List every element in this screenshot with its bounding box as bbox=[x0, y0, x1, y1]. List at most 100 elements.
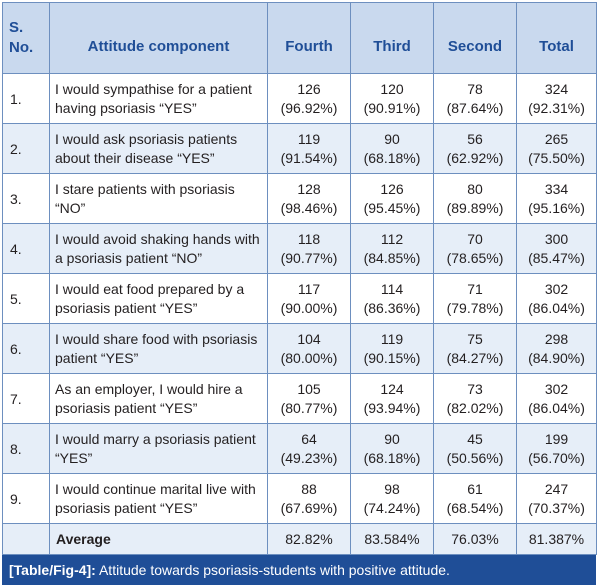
fourth-percent: (49.23%) bbox=[280, 449, 338, 466]
table-row: 8. I would marry a psoriasis patient “YES… bbox=[2, 423, 597, 474]
third-cell: 90 (68.18%) bbox=[350, 423, 434, 474]
fourth-cell: 128 (98.46%) bbox=[267, 173, 351, 224]
row-sno: 5. bbox=[2, 273, 50, 324]
row-sno: 3. bbox=[2, 173, 50, 224]
row-sno: 1. bbox=[2, 73, 50, 124]
second-count: 70 bbox=[467, 230, 483, 247]
fourth-count: 104 bbox=[297, 330, 321, 347]
third-percent: (93.94%) bbox=[363, 399, 421, 416]
third-cell: 120 (90.91%) bbox=[350, 73, 434, 124]
fourth-count: 128 bbox=[297, 180, 321, 197]
table-row: 6. I would share food with psoriasis pati… bbox=[2, 323, 597, 374]
header-third: Third bbox=[350, 2, 434, 74]
total-cell: 302 (86.04%) bbox=[516, 273, 597, 324]
second-cell: 75 (84.27%) bbox=[433, 323, 517, 374]
third-count: 90 bbox=[384, 430, 400, 447]
fourth-count: 126 bbox=[297, 80, 321, 97]
total-percent: (86.04%) bbox=[528, 399, 585, 416]
fourth-count: 64 bbox=[301, 430, 317, 447]
second-percent: (62.92%) bbox=[446, 149, 504, 166]
second-percent: (68.54%) bbox=[446, 499, 504, 516]
total-percent: (85.47%) bbox=[528, 249, 585, 266]
attitude-component-cell: I stare patients with psoriasis “NO” bbox=[49, 173, 268, 224]
total-percent: (84.90%) bbox=[528, 349, 585, 366]
table-row: 2. I would ask psoriasis patients about t… bbox=[2, 123, 597, 174]
total-count: 199 bbox=[544, 430, 569, 447]
second-count: 71 bbox=[467, 280, 483, 297]
header-second: Second bbox=[433, 2, 517, 74]
attitude-component-cell: I would share food with psoriasis patien… bbox=[49, 323, 268, 374]
row-sno: 7. bbox=[2, 373, 50, 424]
second-percent: (82.02%) bbox=[446, 399, 504, 416]
third-percent: (74.24%) bbox=[363, 499, 421, 516]
total-count: 302 bbox=[544, 280, 569, 297]
fourth-percent: (96.92%) bbox=[280, 99, 338, 116]
fourth-count: 117 bbox=[297, 280, 321, 297]
third-count: 126 bbox=[380, 180, 404, 197]
second-cell: 73 (82.02%) bbox=[433, 373, 517, 424]
third-percent: (84.85%) bbox=[363, 249, 421, 266]
third-cell: 114 (86.36%) bbox=[350, 273, 434, 324]
total-percent: (56.70%) bbox=[528, 449, 585, 466]
attitude-component-cell: I would ask psoriasis patients about the… bbox=[49, 123, 268, 174]
total-percent: (86.04%) bbox=[528, 299, 585, 316]
total-cell: 298 (84.90%) bbox=[516, 323, 597, 374]
second-percent: (84.27%) bbox=[446, 349, 504, 366]
second-count: 73 bbox=[467, 380, 483, 397]
fourth-count: 118 bbox=[297, 230, 321, 247]
third-count: 90 bbox=[384, 130, 400, 147]
attitude-table: S. No. Attitude component Fourth Third S… bbox=[2, 2, 597, 555]
total-cell: 300 (85.47%) bbox=[516, 223, 597, 274]
header-attitude-component: Attitude component bbox=[49, 2, 268, 74]
fourth-cell: 118 (90.77%) bbox=[267, 223, 351, 274]
second-count: 78 bbox=[467, 80, 483, 97]
fourth-cell: 105 (80.77%) bbox=[267, 373, 351, 424]
table-row: 7. As an employer, I would hire a psorias… bbox=[2, 373, 597, 424]
third-percent: (90.15%) bbox=[363, 349, 421, 366]
total-count: 302 bbox=[544, 380, 569, 397]
second-count: 75 bbox=[467, 330, 483, 347]
row-sno: 6. bbox=[2, 323, 50, 374]
average-second: 76.03% bbox=[433, 523, 517, 555]
row-sno: 8. bbox=[2, 423, 50, 474]
average-total: 81.387% bbox=[516, 523, 597, 555]
second-percent: (79.78%) bbox=[446, 299, 504, 316]
total-count: 300 bbox=[544, 230, 569, 247]
attitude-component-cell: I would avoid shaking hands with a psori… bbox=[49, 223, 268, 274]
total-percent: (92.31%) bbox=[528, 99, 585, 116]
third-count: 124 bbox=[380, 380, 404, 397]
total-percent: (70.37%) bbox=[528, 499, 585, 516]
second-cell: 61 (68.54%) bbox=[433, 473, 517, 524]
second-percent: (89.89%) bbox=[446, 199, 504, 216]
fourth-percent: (80.00%) bbox=[280, 349, 338, 366]
total-count: 334 bbox=[544, 180, 569, 197]
attitude-component-cell: I would marry a psoriasis patient “YES” bbox=[49, 423, 268, 474]
third-percent: (68.18%) bbox=[363, 449, 421, 466]
total-count: 324 bbox=[544, 80, 569, 97]
total-count: 298 bbox=[544, 330, 569, 347]
average-row: Average 82.82% 83.584% 76.03% 81.387% bbox=[2, 523, 597, 555]
total-cell: 199 (56.70%) bbox=[516, 423, 597, 474]
table-header-row: S. No. Attitude component Fourth Third S… bbox=[2, 2, 597, 74]
second-cell: 71 (79.78%) bbox=[433, 273, 517, 324]
second-cell: 70 (78.65%) bbox=[433, 223, 517, 274]
third-percent: (90.91%) bbox=[363, 99, 421, 116]
attitude-component-cell: I would continue marital live with psori… bbox=[49, 473, 268, 524]
attitude-component-cell: I would sympathise for a patient having … bbox=[49, 73, 268, 124]
second-cell: 45 (50.56%) bbox=[433, 423, 517, 474]
fourth-percent: (90.77%) bbox=[280, 249, 338, 266]
table-row: 9. I would continue marital live with pso… bbox=[2, 473, 597, 524]
fourth-count: 105 bbox=[297, 380, 321, 397]
second-cell: 56 (62.92%) bbox=[433, 123, 517, 174]
second-cell: 80 (89.89%) bbox=[433, 173, 517, 224]
third-percent: (86.36%) bbox=[363, 299, 421, 316]
fourth-percent: (90.00%) bbox=[280, 299, 338, 316]
average-fourth: 82.82% bbox=[267, 523, 351, 555]
fourth-cell: 64 (49.23%) bbox=[267, 423, 351, 474]
fourth-count: 88 bbox=[301, 480, 317, 497]
third-cell: 124 (93.94%) bbox=[350, 373, 434, 424]
header-total: Total bbox=[516, 2, 597, 74]
fourth-percent: (80.77%) bbox=[280, 399, 338, 416]
total-cell: 247 (70.37%) bbox=[516, 473, 597, 524]
